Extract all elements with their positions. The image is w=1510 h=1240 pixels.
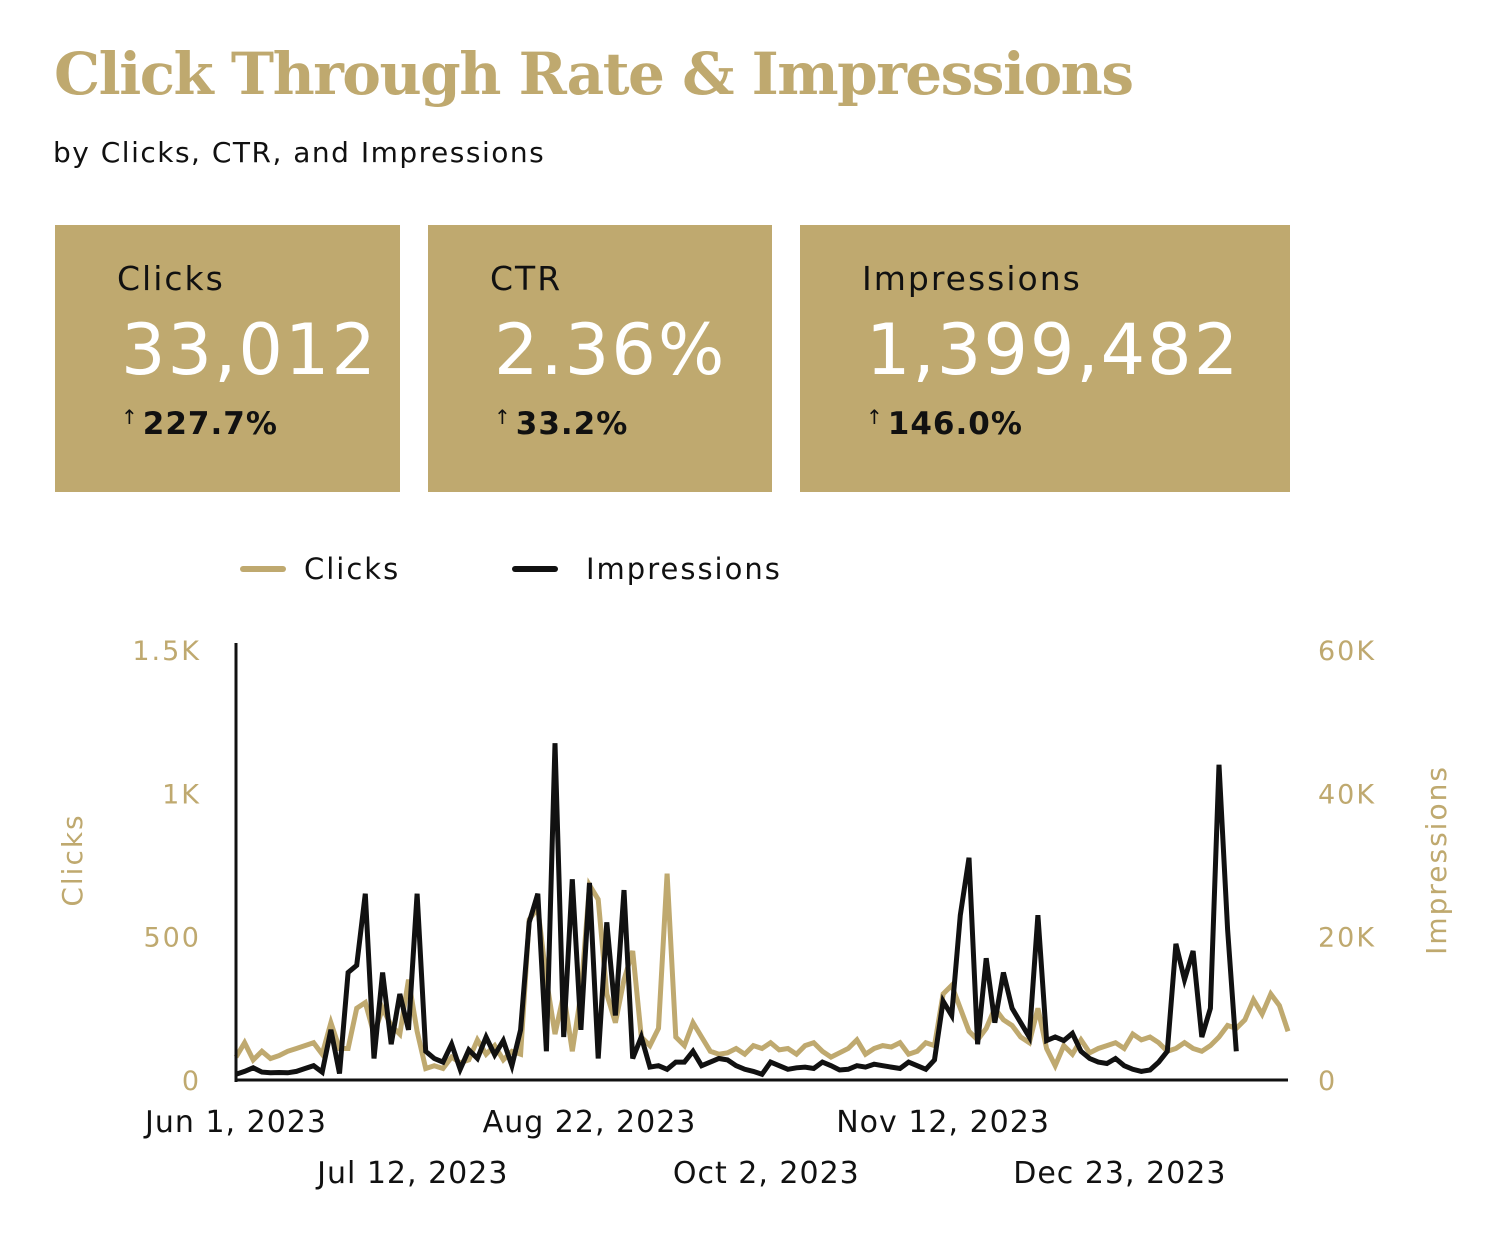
kpi-change-value: 33.2% xyxy=(515,406,629,442)
y-right-tick-label: 20K xyxy=(1318,923,1376,954)
legend-swatch-clicks xyxy=(240,566,286,572)
x-tick-label: Jun 1, 2023 xyxy=(143,1105,327,1140)
x-tick-label: Dec 23, 2023 xyxy=(1013,1156,1226,1191)
kpi-change-value: 146.0% xyxy=(887,406,1023,442)
x-tick-label: Aug 22, 2023 xyxy=(483,1105,697,1140)
y-left-tick-label: 1K xyxy=(162,779,201,810)
kpi-value: 33,012 xyxy=(121,309,378,391)
kpi-card-ctr: CTR 2.36% ↑ 33.2% xyxy=(428,225,772,492)
arrow-up-icon: ↑ xyxy=(494,405,512,429)
kpi-label: Clicks xyxy=(117,259,225,298)
kpi-change: ↑ 33.2% xyxy=(494,405,628,442)
x-tick-label: Oct 2, 2023 xyxy=(673,1156,860,1191)
arrow-up-icon: ↑ xyxy=(866,405,884,429)
x-tick-label: Nov 12, 2023 xyxy=(836,1105,1050,1140)
y-left-tick-label: 0 xyxy=(182,1066,201,1097)
kpi-label: CTR xyxy=(490,259,563,298)
kpi-change-value: 227.7% xyxy=(142,406,278,442)
kpi-change: ↑ 227.7% xyxy=(121,405,278,442)
page-subtitle: by Clicks, CTR, and Impressions xyxy=(53,136,546,169)
kpi-card-clicks: Clicks 33,012 ↑ 227.7% xyxy=(55,225,400,492)
page-title: Click Through Rate & Impressions xyxy=(54,40,1134,108)
y-right-tick-label: 60K xyxy=(1318,636,1376,667)
y-right-tick-label: 0 xyxy=(1318,1066,1337,1097)
legend-label: Clicks xyxy=(304,552,401,586)
y-left-axis-title: Clicks xyxy=(56,813,89,906)
legend-item-impressions[interactable]: Impressions xyxy=(512,552,782,586)
y-right-axis-title: Impressions xyxy=(1420,765,1453,955)
y-left-tick-label: 1.5K xyxy=(132,636,201,667)
kpi-value: 1,399,482 xyxy=(866,309,1241,391)
legend-swatch-impressions xyxy=(512,566,558,572)
y-left-tick-label: 500 xyxy=(143,923,201,954)
kpi-value: 2.36% xyxy=(494,309,727,391)
legend-label: Impressions xyxy=(586,552,782,586)
x-tick-label: Jul 12, 2023 xyxy=(315,1156,508,1191)
kpi-card-impressions: Impressions 1,399,482 ↑ 146.0% xyxy=(800,225,1290,492)
y-right-tick-label: 40K xyxy=(1318,779,1376,810)
kpi-change: ↑ 146.0% xyxy=(866,405,1023,442)
series-line-impressions xyxy=(235,743,1239,1078)
arrow-up-icon: ↑ xyxy=(121,405,139,429)
kpi-label: Impressions xyxy=(862,259,1082,298)
legend-item-clicks[interactable]: Clicks xyxy=(240,552,400,586)
